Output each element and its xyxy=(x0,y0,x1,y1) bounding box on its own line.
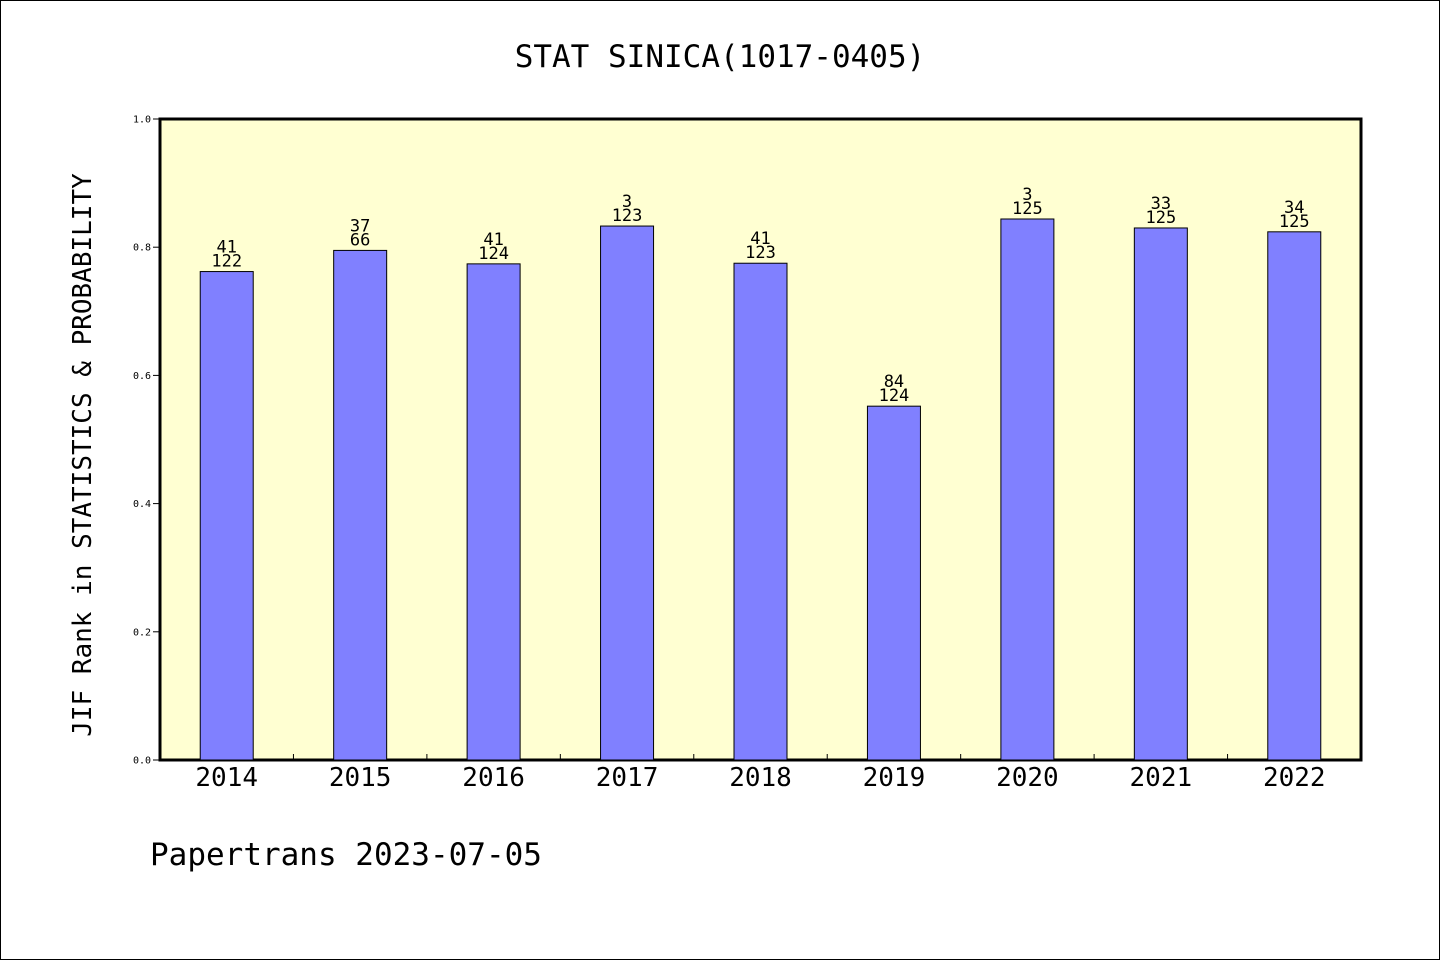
x-tick-label: 2014 xyxy=(195,763,258,793)
bar-total-label: 125 xyxy=(1012,199,1043,219)
x-tick-label: 2020 xyxy=(996,763,1059,793)
bar-2017 xyxy=(600,225,655,761)
bar-rank-label: 33 xyxy=(1151,194,1171,214)
bar-2016 xyxy=(466,263,521,761)
y-tick-label: 0.0 xyxy=(133,756,151,767)
bar-2019 xyxy=(866,405,921,761)
bar-2015 xyxy=(333,249,388,761)
bar-rank-label: 41 xyxy=(216,238,236,258)
bar-rank-label: 84 xyxy=(884,372,904,392)
x-axis-ticks: 2014 2015 2016 2017 2018 2019 2020 2021 2022 xyxy=(195,754,1326,793)
x-tick-label: 2021 xyxy=(1130,763,1193,793)
y-tick-label: 0.6 xyxy=(133,371,151,382)
x-tick-label: 2016 xyxy=(462,763,525,793)
x-tick-label: 2019 xyxy=(863,763,926,793)
bar-2021 xyxy=(1133,227,1188,761)
bar-rank-label: 34 xyxy=(1284,198,1304,218)
bar-2018 xyxy=(733,262,788,761)
y-tick-label: 0.8 xyxy=(133,243,151,254)
y-axis-label: JIF Rank in STATISTICS & PROBABILITY xyxy=(68,173,98,737)
y-tick-label: 1.0 xyxy=(133,115,151,126)
bar-total-label: 124 xyxy=(879,386,910,406)
x-tick-label: 2017 xyxy=(596,763,659,793)
bar-rank-label: 41 xyxy=(483,230,503,250)
chart-title: STAT SINICA(1017-0405) xyxy=(515,39,926,75)
bar-total-label: 125 xyxy=(1279,212,1310,232)
bar-2020 xyxy=(1000,218,1055,761)
bar-total-label: 122 xyxy=(211,252,242,272)
bar-rank-label: 37 xyxy=(350,216,370,236)
y-axis-ticks: 0.0 0.2 0.4 0.6 0.8 1.0 xyxy=(133,115,160,767)
bar-rank-label: 41 xyxy=(750,229,770,249)
x-tick-label: 2015 xyxy=(329,763,392,793)
bar-rank-label: 3 xyxy=(1022,185,1032,205)
bar-total-label: 125 xyxy=(1145,208,1176,228)
bar-2014 xyxy=(199,271,254,761)
y-tick-label: 0.2 xyxy=(133,627,151,638)
footer-caption: Papertrans 2023-07-05 xyxy=(150,837,542,873)
bar-rank-label: 3 xyxy=(622,192,632,212)
bar-2022 xyxy=(1267,231,1322,761)
y-tick-label: 0.4 xyxy=(133,499,151,510)
bars-group xyxy=(199,218,1322,761)
bar-total-label: 123 xyxy=(745,243,776,263)
x-tick-label: 2022 xyxy=(1263,763,1326,793)
x-tick-label: 2018 xyxy=(729,763,792,793)
bar-total-label: 123 xyxy=(612,206,643,226)
bar-total-label: 124 xyxy=(478,244,509,264)
bar-total-label: 66 xyxy=(350,230,370,250)
